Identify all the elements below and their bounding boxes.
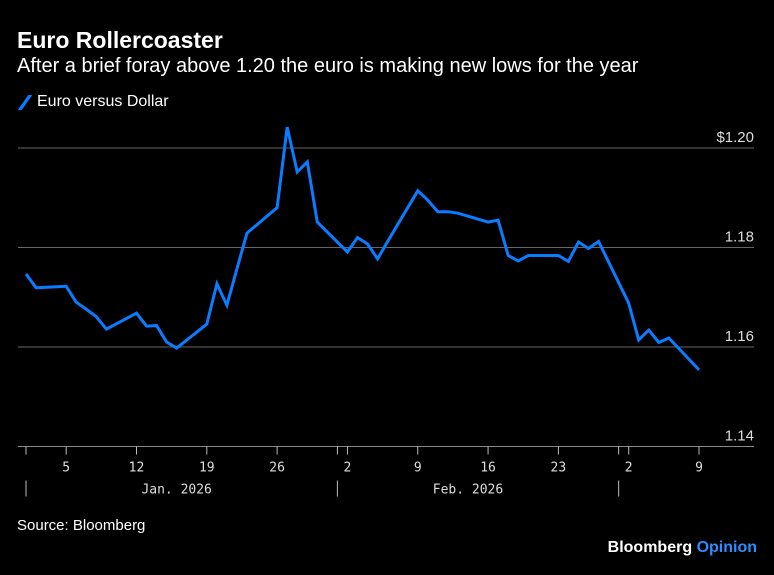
x-tick-label: 12 [129, 461, 145, 476]
month-label: Jan. 2026 [141, 483, 211, 498]
x-tick-label: 23 [551, 461, 567, 476]
y-tick-label: 1.18 [725, 229, 754, 246]
bloomberg-opinion-logo: Bloomberg Opinion [608, 539, 757, 557]
y-tick-label: $1.20 [716, 129, 754, 146]
x-tick-label: 2 [625, 461, 633, 476]
chart-subtitle: After a brief foray above 1.20 the euro … [17, 55, 639, 77]
x-tick-label: 19 [199, 461, 215, 476]
logo-suffix: Opinion [696, 539, 757, 556]
x-tick-label: 9 [414, 461, 422, 476]
y-tick-label: 1.14 [725, 428, 754, 445]
chart-title: Euro Rollercoaster [17, 27, 223, 53]
series-line-euro-vs-dollar [24, 126, 701, 371]
y-tick-label: 1.16 [725, 328, 754, 345]
month-label: Feb. 2026 [433, 483, 503, 498]
x-tick-label: 2 [344, 461, 352, 476]
legend: Euro versus Dollar [17, 93, 169, 111]
logo-brand: Bloomberg [607, 539, 693, 556]
x-tick-label: 9 [695, 461, 703, 476]
source-note: Source: Bloomberg [17, 517, 146, 534]
legend-label: Euro versus Dollar [37, 93, 169, 110]
x-tick-label: 16 [480, 461, 496, 476]
x-tick-label: 5 [62, 461, 70, 476]
x-tick-label: 26 [269, 461, 285, 476]
